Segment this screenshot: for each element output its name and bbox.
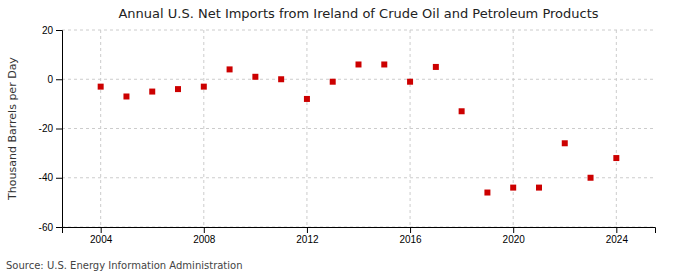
tick: -20	[39, 123, 62, 134]
tick-mark	[56, 227, 62, 228]
point	[252, 74, 258, 80]
point	[459, 108, 465, 114]
tick-mark	[56, 178, 62, 179]
tick: 2024	[606, 227, 629, 245]
point	[536, 185, 542, 191]
grid-line-x	[513, 30, 514, 227]
tick-label: 2024	[606, 234, 629, 245]
point	[433, 64, 439, 70]
tick-mark	[513, 227, 514, 233]
grid-line-x	[410, 30, 411, 227]
chart-svg: 2004 2008 2012 2016 2020 2024 -60 -40 -20 0 20 Annu…	[0, 0, 675, 275]
tick-label: 2008	[193, 234, 216, 245]
tick-label: 0	[47, 74, 53, 85]
point	[278, 76, 284, 82]
tick-mark	[101, 227, 102, 233]
point	[201, 84, 207, 90]
point	[356, 61, 362, 67]
point	[304, 96, 310, 102]
point	[407, 79, 413, 85]
axis-line	[56, 31, 63, 228]
y-axis: -60 -40 -20 0 20	[39, 25, 63, 233]
point	[381, 61, 387, 67]
tick-label: -60	[39, 222, 54, 233]
y-axis-title: Thousand Barrels per Day	[6, 57, 19, 201]
tick-label: 2012	[296, 234, 319, 245]
grid-line-y	[62, 30, 655, 31]
tick-mark	[56, 30, 62, 31]
tick: 0	[47, 74, 62, 85]
point	[613, 155, 619, 161]
tick: 2012	[296, 227, 319, 245]
grid-line-y	[62, 79, 655, 80]
plot-area: 2004 2008 2012 2016 2020 2024 -60 -40 -20 0 20	[39, 25, 656, 245]
tick-label: -40	[39, 172, 54, 183]
point	[510, 185, 516, 191]
tick-label: 2016	[399, 234, 422, 245]
tick: 2004	[90, 227, 113, 245]
grid-line-y	[62, 177, 655, 178]
grid-line-x	[306, 30, 307, 227]
point	[98, 84, 104, 90]
point	[149, 89, 155, 95]
axis-line	[63, 228, 656, 234]
tick-label: -20	[39, 123, 54, 134]
x-axis: 2004 2008 2012 2016 2020 2024	[63, 227, 656, 245]
point	[562, 140, 568, 146]
point	[227, 66, 233, 72]
tick-mark	[56, 79, 62, 80]
point	[123, 93, 129, 99]
grid-line-x	[616, 30, 617, 227]
points	[98, 61, 620, 195]
grid	[62, 30, 655, 227]
source-note: Source: U.S. Energy Information Administ…	[6, 260, 243, 271]
tick: -40	[39, 172, 62, 183]
tick-label: 20	[42, 25, 54, 36]
point	[588, 175, 594, 181]
grid-line-y	[62, 128, 655, 129]
grid-line-x	[100, 30, 101, 227]
tick-mark	[204, 227, 205, 233]
grid-line-x	[203, 30, 204, 227]
tick-label: 2004	[90, 234, 113, 245]
tick: 2008	[193, 227, 216, 245]
tick-mark	[616, 227, 617, 233]
tick-label: 2020	[503, 234, 526, 245]
tick-mark	[410, 227, 411, 233]
tick: 2020	[503, 227, 526, 245]
point	[330, 79, 336, 85]
tick: 2016	[399, 227, 422, 245]
tick: -60	[39, 222, 62, 233]
title: Annual U.S. Net Imports from Ireland of …	[118, 6, 598, 21]
point	[484, 190, 490, 196]
point	[175, 86, 181, 92]
tick-mark	[307, 227, 308, 233]
tick-mark	[56, 129, 62, 130]
tick: 20	[42, 25, 62, 36]
